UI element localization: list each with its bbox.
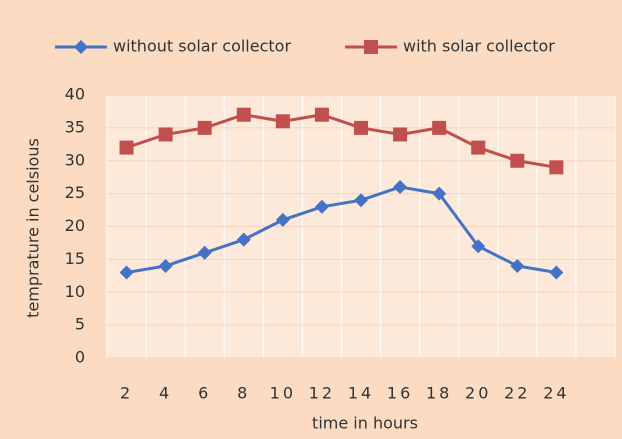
legend-label: with solar collector xyxy=(403,37,555,56)
marker xyxy=(275,114,290,129)
y-tick-label: 15 xyxy=(65,249,85,268)
marker xyxy=(393,127,408,142)
marker xyxy=(393,180,408,195)
marker xyxy=(471,239,486,254)
marker xyxy=(275,212,290,227)
marker xyxy=(549,265,564,280)
x-tick-label: 16 xyxy=(387,384,413,403)
marker xyxy=(119,140,134,155)
y-tick-label: 0 xyxy=(75,348,85,367)
x-tick-label: 6 xyxy=(198,384,211,403)
y-tick-label: 10 xyxy=(65,282,85,301)
marker xyxy=(236,107,251,122)
y-tick-label: 35 xyxy=(65,117,85,136)
x-axis-label: time in hours xyxy=(312,414,418,433)
marker xyxy=(158,127,173,142)
x-tick-label: 14 xyxy=(348,384,374,403)
y-tick-label: 40 xyxy=(65,85,85,104)
x-tick-label: 20 xyxy=(465,384,491,403)
x-tick-label: 10 xyxy=(270,384,296,403)
marker xyxy=(549,160,564,175)
y-tick-label: 30 xyxy=(65,150,85,169)
marker xyxy=(354,120,368,135)
marker xyxy=(74,40,88,54)
x-tick-label: 12 xyxy=(309,384,335,403)
marker xyxy=(510,153,525,168)
y-axis-label: temprature in celsious xyxy=(24,138,43,318)
legend-label: without solar collector xyxy=(113,37,291,56)
y-tick-label: 5 xyxy=(75,315,85,334)
marker xyxy=(314,199,329,214)
y-tick-label: 20 xyxy=(65,216,85,235)
x-tick-label: 18 xyxy=(426,384,452,403)
marker xyxy=(197,245,212,260)
x-tick-label: 2 xyxy=(120,384,133,403)
marker xyxy=(354,193,368,208)
marker xyxy=(158,258,173,273)
marker xyxy=(471,140,486,155)
series-line xyxy=(126,185,557,275)
marker xyxy=(314,107,329,122)
marker xyxy=(432,120,447,135)
marker xyxy=(236,232,251,247)
y-tick-label: 25 xyxy=(65,183,85,202)
x-tick-label: 24 xyxy=(543,384,569,403)
marker xyxy=(364,40,378,54)
x-tick-label: 22 xyxy=(504,384,530,403)
marker xyxy=(432,186,447,201)
marker xyxy=(119,265,134,280)
x-tick-label: 8 xyxy=(237,384,250,403)
marker xyxy=(197,120,212,135)
marker xyxy=(510,258,525,273)
x-tick-label: 4 xyxy=(159,384,172,403)
